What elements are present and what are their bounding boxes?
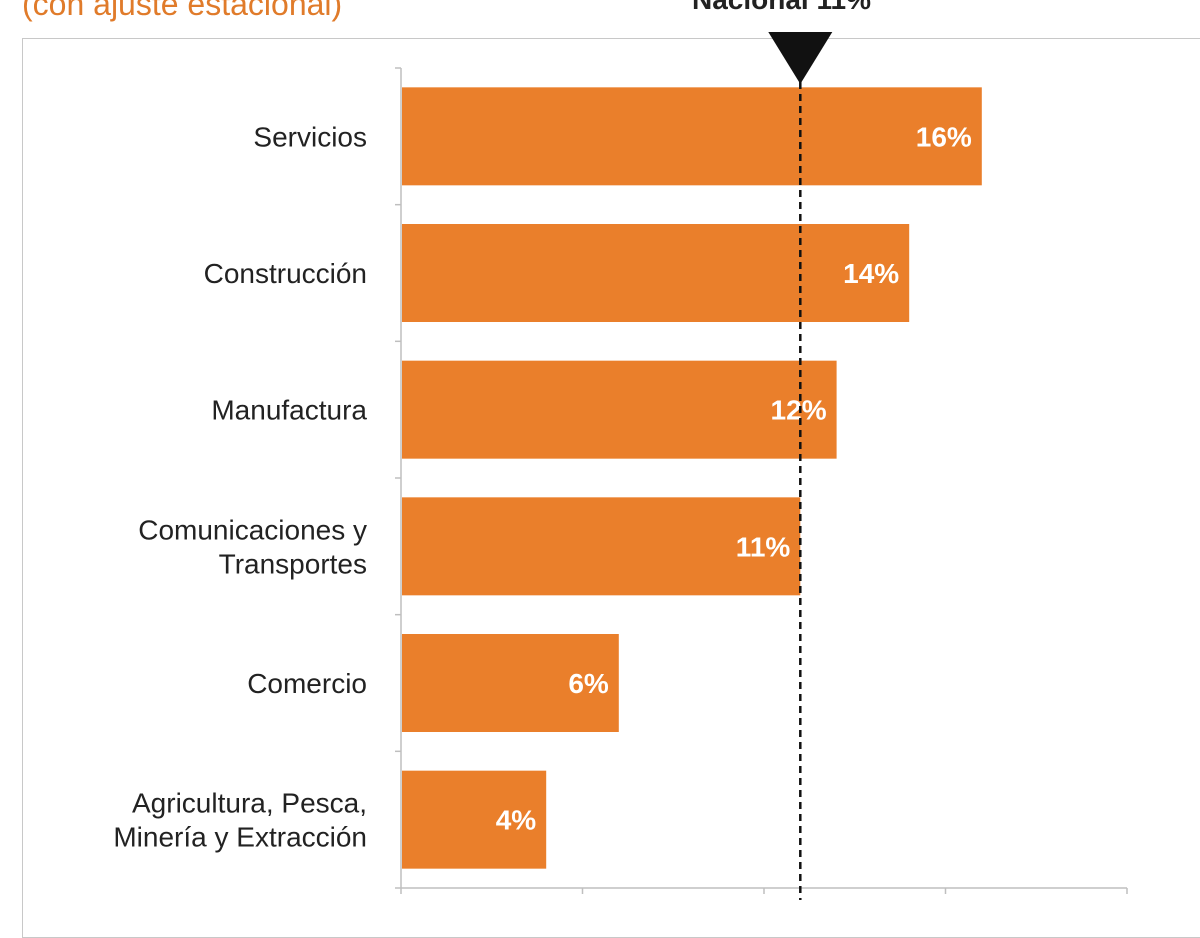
axis-layer: [395, 67, 1128, 894]
value-label-1: 16%: [916, 121, 972, 152]
chart-subtitle: (con ajuste estacional): [22, 0, 343, 22]
category-label-6: Agricultura, Pesca, Minería y Extracción: [113, 788, 367, 853]
category-label-3: Manufactura: [211, 395, 367, 426]
category-label-line: Comercio: [247, 668, 367, 699]
reference-triangle-marker: [768, 32, 833, 84]
value-label-3: 12%: [771, 395, 827, 426]
labels-layer: 16% Servicios 14% Construcción 12% Manufactur…: [113, 121, 972, 852]
category-label-line: Minería y Extracción: [113, 822, 367, 853]
reference-layer: [768, 32, 833, 900]
value-label-5: 6%: [568, 668, 609, 699]
value-label-2: 14%: [843, 258, 899, 289]
bar-1: [402, 87, 982, 186]
bar-3: [402, 360, 837, 459]
category-label-line: Servicios: [253, 121, 367, 152]
bar-2: [402, 224, 910, 322]
category-label-line: Transportes: [219, 548, 367, 579]
category-label-line: Manufactura: [211, 395, 367, 426]
category-label-line: Construcción: [204, 258, 367, 289]
reference-line-label: Nacional 11%: [692, 0, 871, 16]
category-label-1: Servicios: [253, 121, 367, 152]
category-label-line: Agricultura, Pesca,: [132, 788, 367, 819]
category-label-5: Comercio: [247, 668, 367, 699]
category-label-2: Construcción: [204, 258, 367, 289]
bar-4: [402, 497, 801, 596]
category-label-4: Comunicaciones y Transportes: [138, 514, 367, 579]
bars-layer: [402, 87, 982, 869]
category-label-line: Comunicaciones y: [138, 514, 367, 545]
bar-5: [402, 634, 619, 732]
value-label-4: 11%: [736, 531, 791, 562]
bar-chart: 16% Servicios 14% Construcción 12% Manufactur…: [113, 32, 1128, 900]
bar-6: [402, 770, 547, 869]
value-label-6: 4%: [496, 805, 537, 836]
